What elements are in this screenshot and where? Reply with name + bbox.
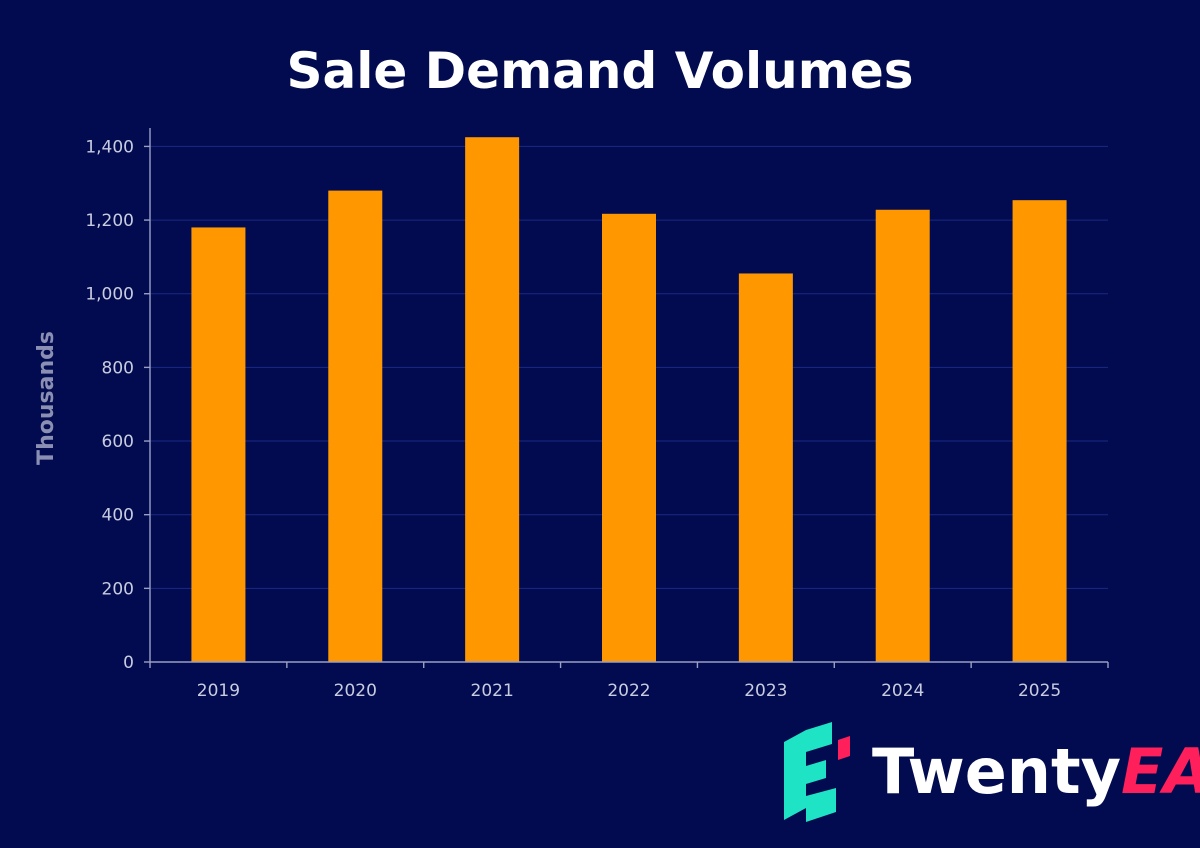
bar-2019 [191,227,246,662]
x-tick-label: 2020 [334,681,377,701]
x-tick-label: 2024 [881,681,924,701]
bars [191,137,1067,662]
brand-name-accent: EA [1121,735,1200,808]
bar-2021 [465,137,520,662]
x-tick-label: 2023 [744,681,787,701]
y-tick-label: 1,400 [85,137,134,157]
chart-title: Sale Demand Volumes [286,42,913,100]
x-tick-label: 2021 [471,681,514,701]
y-tick-label: 400 [102,506,134,526]
twentyea-logo-icon [784,722,850,822]
y-tick-label: 1,200 [85,211,134,231]
x-tick-label: 2022 [607,681,650,701]
y-tick-label: 1,000 [85,285,134,305]
bar-2025 [1012,200,1067,662]
y-tick-label: 600 [102,432,134,452]
bar-2020 [328,190,383,662]
y-tick-label: 0 [123,653,134,673]
y-axis-label: Thousands [34,331,59,465]
y-tick-label: 200 [102,579,134,599]
bar-2023 [738,273,793,662]
tick-labels: 0 200 400 600 800 1,000 1,200 1,400 2019 2020 2021… [85,137,1061,701]
axes [144,128,1109,668]
brand-name-main: Twenty [872,735,1121,808]
x-tick-label: 2019 [197,681,240,701]
y-tick-label: 800 [102,358,134,378]
bar-2024 [875,209,930,662]
brand-logo: TwentyEA [784,722,1200,822]
brand-name: TwentyEA [872,735,1200,808]
bar-2022 [602,213,656,662]
x-tick-label: 2025 [1018,681,1061,701]
